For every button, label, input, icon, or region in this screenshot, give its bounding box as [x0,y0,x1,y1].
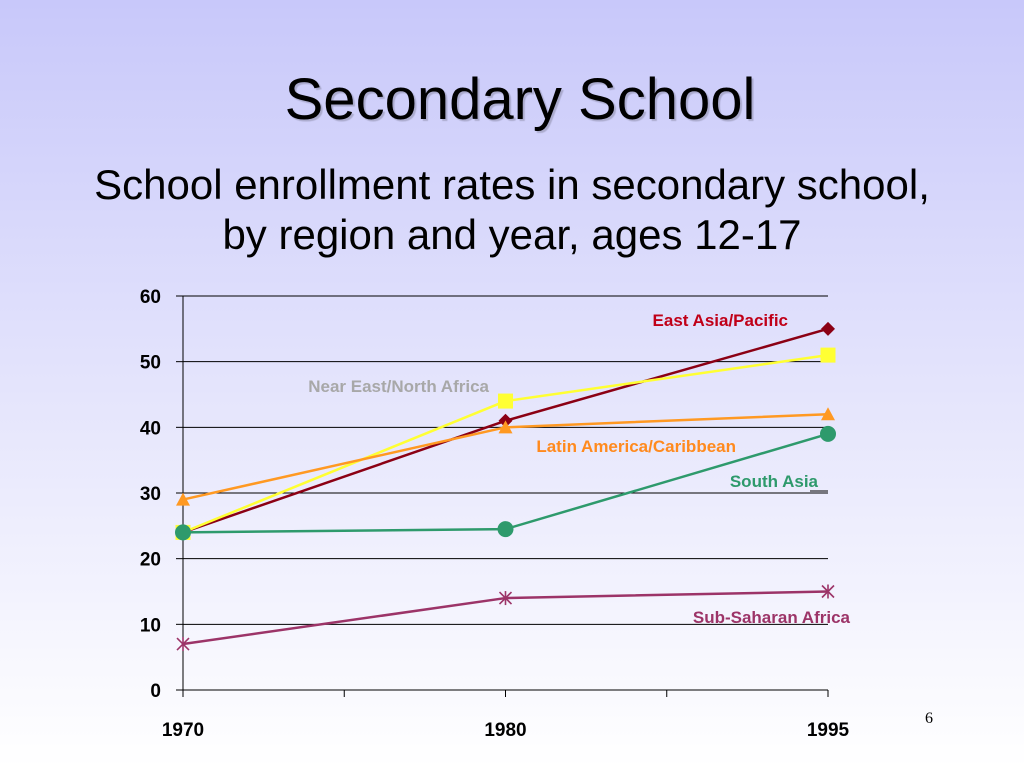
data-point-4-1 [498,591,513,606]
data-point-2-0 [176,492,190,506]
subtitle-line-2: by region and year, ages 12-17 [222,211,802,258]
page-number: 6 [925,710,933,727]
y-tick-label: 10 [140,615,161,636]
slide-subtitle: School enrollment rates in secondary sch… [0,160,1024,260]
series-label-2: Latin America/Caribbean [536,437,736,456]
y-tick-label: 50 [140,353,161,374]
y-tick-label: 0 [150,681,161,702]
data-point-1-2 [820,347,836,363]
y-tick-label: 30 [140,484,161,505]
x-tick-label: 1995 [807,720,850,741]
slide-title: Secondary School [284,67,756,132]
subtitle-line-1: School enrollment rates in secondary sch… [94,161,930,208]
series-label-0: East Asia/Pacific [653,311,788,330]
y-tick-label: 20 [140,550,161,571]
data-point-0-2 [821,321,835,336]
x-tick-label: 1970 [162,720,204,741]
data-point-3-0 [175,524,191,541]
series-label-1: Near East/North Africa [308,377,489,396]
series-label-3: South Asia [730,472,819,491]
data-point-2-2 [821,407,835,421]
y-tick-label: 40 [140,418,161,439]
data-point-4-2 [821,584,835,599]
data-point-1-1 [498,393,513,409]
y-tick-label: 60 [140,287,161,308]
data-point-3-1 [497,521,514,538]
series-label-4: Sub-Saharan Africa [693,608,851,627]
data-point-2-1 [498,420,513,434]
data-point-4-0 [176,637,190,652]
x-tick-label: 1980 [484,720,526,741]
data-point-3-2 [820,425,836,442]
